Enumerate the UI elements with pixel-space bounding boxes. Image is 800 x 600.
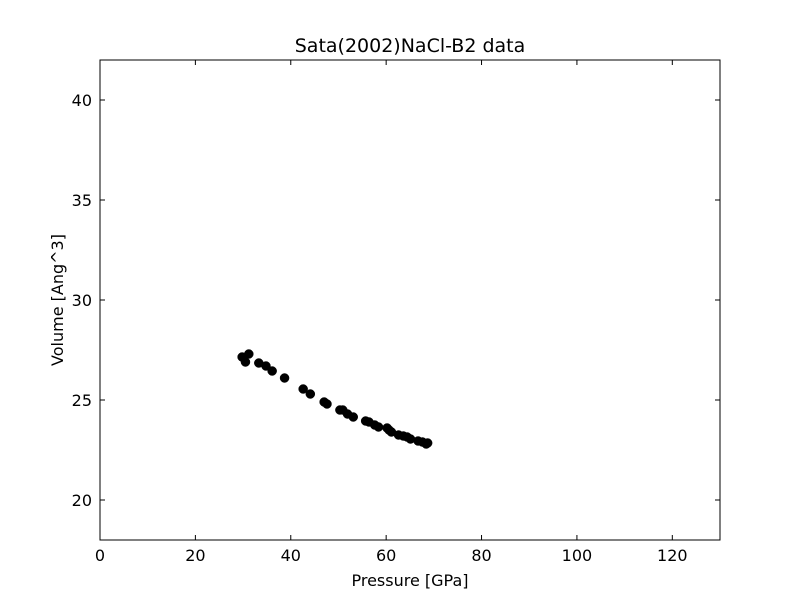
y-tick-label: 20 <box>72 491 92 510</box>
x-tick-label: 100 <box>562 546 593 565</box>
x-axis-label: Pressure [GPa] <box>351 571 468 590</box>
data-point <box>298 384 308 394</box>
data-point <box>267 366 277 376</box>
x-tick-label: 80 <box>471 546 491 565</box>
y-tick-label: 40 <box>72 91 92 110</box>
x-tick-label: 0 <box>95 546 105 565</box>
data-point <box>305 389 316 399</box>
data-point <box>348 412 358 422</box>
y-tick-label: 35 <box>72 191 92 210</box>
chart-title: Sata(2002)NaCl-B2 data <box>295 35 526 57</box>
x-tick-label: 60 <box>376 546 396 565</box>
data-point <box>279 373 290 383</box>
x-tick-label: 20 <box>185 546 205 565</box>
y-tick-label: 30 <box>72 291 92 310</box>
data-point <box>240 357 251 367</box>
data-point <box>244 349 254 359</box>
y-tick-label: 25 <box>72 391 92 410</box>
data-point <box>422 438 433 448</box>
data-point <box>261 361 271 371</box>
data-point <box>322 399 332 409</box>
x-tick-label: 120 <box>657 546 688 565</box>
plot-area: 0 20 40 60 80 100 120 20 25 30 35 40 <box>72 59 721 565</box>
x-tick-label: 40 <box>281 546 301 565</box>
data-point <box>373 422 384 432</box>
y-axis-label: Volume [Ang^3] <box>48 234 67 366</box>
plot-frame <box>99 59 721 541</box>
